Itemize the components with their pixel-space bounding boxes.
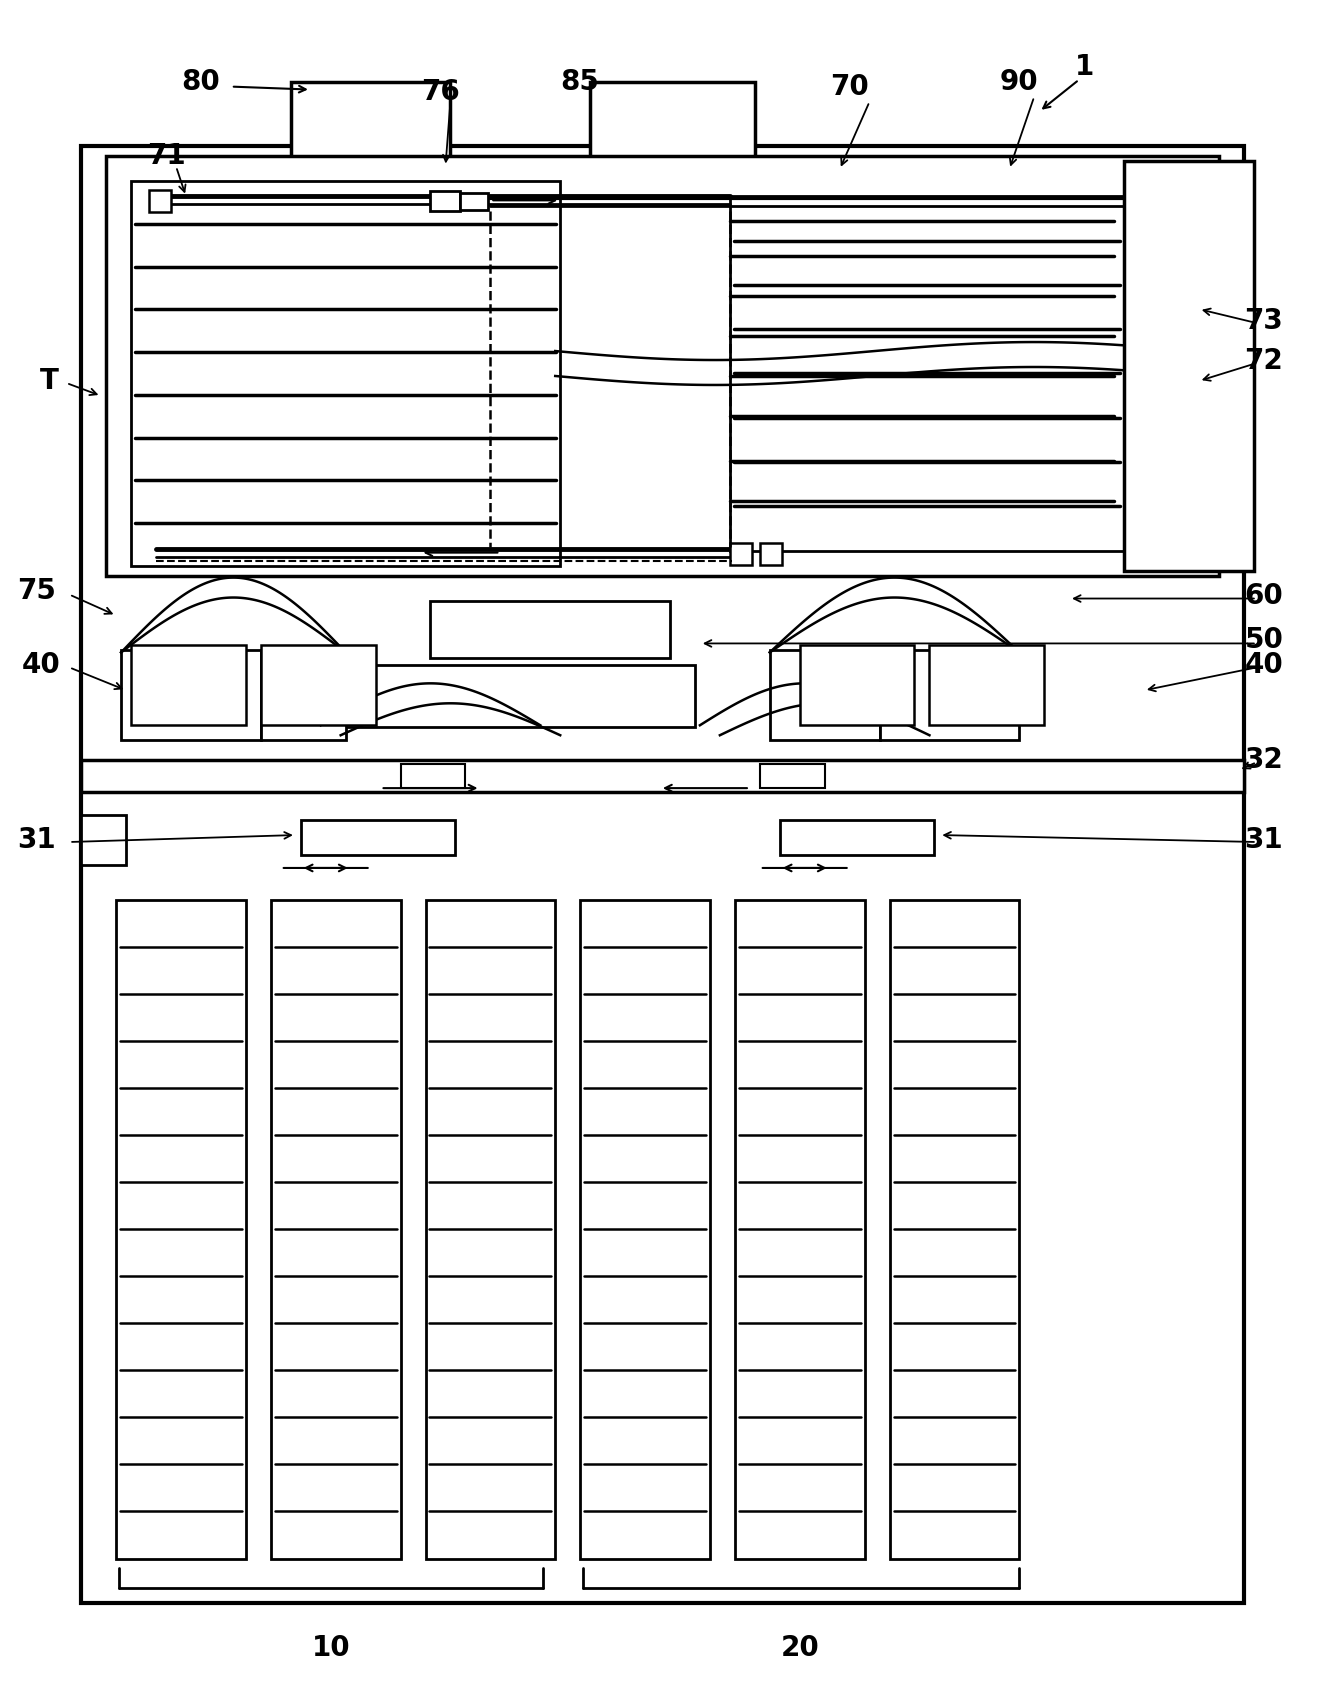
Bar bbox=[131, 181, 561, 565]
Bar bbox=[759, 765, 825, 789]
Text: 76: 76 bbox=[421, 78, 460, 105]
Text: 73: 73 bbox=[1244, 307, 1283, 336]
Bar bbox=[121, 650, 261, 739]
Bar bbox=[131, 646, 246, 726]
Bar bbox=[770, 650, 879, 739]
Text: T: T bbox=[40, 366, 59, 395]
Bar bbox=[1124, 161, 1253, 570]
Text: 60: 60 bbox=[1244, 582, 1283, 609]
Bar bbox=[730, 543, 751, 565]
Text: 50: 50 bbox=[1244, 626, 1283, 655]
Bar bbox=[270, 901, 401, 1559]
Bar bbox=[425, 901, 555, 1559]
Text: 80: 80 bbox=[181, 68, 220, 95]
Bar bbox=[799, 646, 915, 726]
Text: 20: 20 bbox=[781, 1635, 819, 1662]
Bar bbox=[759, 543, 782, 565]
Bar bbox=[81, 146, 1244, 1603]
Bar bbox=[81, 760, 1244, 792]
Bar bbox=[590, 81, 755, 176]
Text: 90: 90 bbox=[1000, 68, 1039, 95]
Bar bbox=[261, 646, 376, 726]
Text: 10: 10 bbox=[312, 1635, 350, 1662]
Text: 40: 40 bbox=[1244, 651, 1283, 680]
Bar bbox=[430, 192, 461, 212]
Bar bbox=[879, 650, 1019, 739]
Bar bbox=[430, 600, 670, 658]
Bar bbox=[779, 821, 935, 855]
Text: 31: 31 bbox=[1244, 826, 1283, 855]
Bar bbox=[81, 816, 127, 865]
Text: 40: 40 bbox=[21, 651, 61, 680]
Bar bbox=[290, 81, 450, 176]
Text: 1: 1 bbox=[1075, 53, 1094, 81]
Bar bbox=[330, 665, 695, 728]
Text: 31: 31 bbox=[17, 826, 56, 855]
Bar bbox=[261, 650, 346, 739]
Bar bbox=[461, 193, 489, 210]
Text: 71: 71 bbox=[147, 142, 185, 170]
Text: 85: 85 bbox=[561, 68, 599, 95]
Bar bbox=[116, 901, 246, 1559]
Bar bbox=[735, 901, 864, 1559]
Text: 75: 75 bbox=[17, 577, 56, 604]
Text: 72: 72 bbox=[1244, 348, 1283, 375]
Bar bbox=[401, 765, 465, 789]
Text: 32: 32 bbox=[1244, 746, 1283, 773]
Bar bbox=[107, 156, 1219, 575]
Text: 70: 70 bbox=[830, 73, 868, 100]
Bar bbox=[930, 646, 1044, 726]
Bar bbox=[149, 190, 170, 212]
Bar bbox=[301, 821, 456, 855]
Bar bbox=[890, 901, 1019, 1559]
Bar bbox=[730, 197, 1124, 551]
Bar bbox=[581, 901, 710, 1559]
